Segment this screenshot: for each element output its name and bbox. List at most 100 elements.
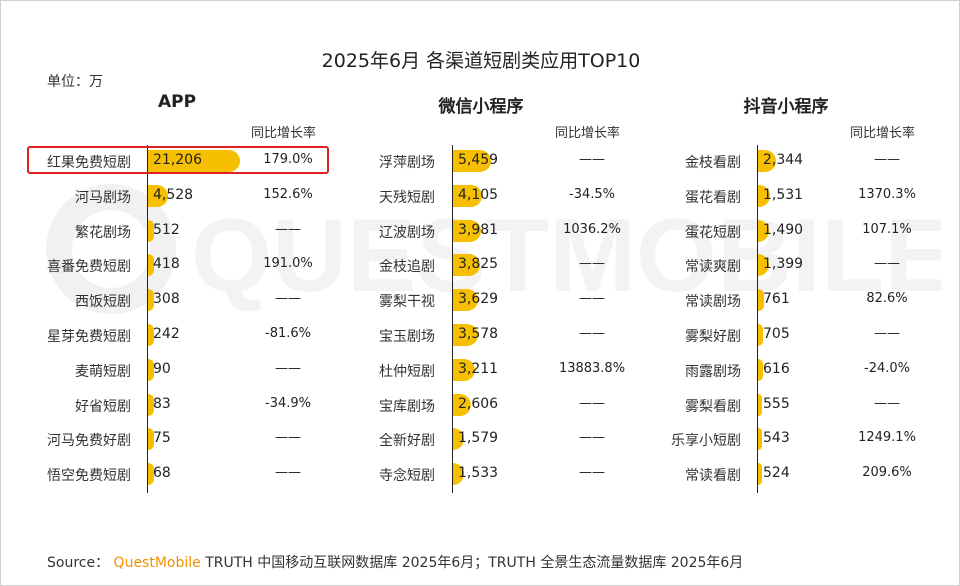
growth-rate: ——	[275, 430, 301, 446]
value-label: 90	[153, 360, 171, 377]
value-bar	[453, 150, 491, 172]
value-bar	[758, 393, 762, 416]
app-name: 悟空免费短剧	[47, 468, 131, 485]
app-name: 雾梨看剧	[685, 398, 741, 415]
app-name: 雾梨干视	[379, 294, 435, 311]
value-label: 2,606	[458, 395, 499, 412]
panel-title: 抖音小程序	[743, 97, 829, 117]
app-name: 麦萌短剧	[75, 363, 131, 380]
value-label: 418	[153, 256, 180, 273]
value-bar	[453, 463, 464, 486]
value-bar	[758, 289, 764, 312]
growth-rate: ——	[579, 326, 605, 341]
app-name: 繁花剧场	[75, 224, 131, 241]
panel-axis	[147, 145, 148, 493]
app-name: 红果免费短剧	[47, 155, 131, 171]
value-bar	[758, 324, 763, 346]
value-bar	[758, 219, 769, 242]
app-name: 西饭短剧	[75, 294, 131, 311]
value-label: 308	[153, 291, 180, 308]
unit-label: 单位：万	[47, 74, 103, 90]
value-bar	[148, 358, 154, 381]
value-bar	[453, 428, 464, 451]
value-label: 3,578	[458, 326, 499, 342]
growth-rate: ——	[275, 465, 301, 481]
app-name: 常读看剧	[685, 468, 741, 485]
growth-rate: -34.9%	[265, 395, 311, 411]
growth-rate: 191.0%	[263, 256, 313, 272]
source-rest: TRUTH 中国移动互联网数据库 2025年6月；TRUTH 全景生态流量数据库…	[205, 555, 744, 571]
source-note: Source： QuestMobile TRUTH 中国移动互联网数据库 202…	[47, 552, 743, 572]
growth-rate-header: 同比增长率	[850, 126, 916, 141]
highlight-box	[27, 146, 329, 174]
value-label: 3,981	[458, 221, 499, 238]
growth-rate: -24.0%	[864, 360, 910, 376]
growth-rate: 13883.8%	[558, 360, 626, 376]
growth-rate: ——	[874, 395, 900, 411]
value-label: 705	[763, 326, 790, 342]
app-name: 寺念短剧	[379, 468, 435, 485]
value-label: 75	[153, 430, 171, 447]
value-bar	[453, 324, 478, 346]
value-label: 4,528	[153, 186, 194, 203]
value-bar	[148, 463, 154, 486]
growth-rate: 152.6%	[263, 186, 313, 202]
app-name: 辽波剧场	[379, 224, 435, 241]
growth-rate: ——	[874, 256, 900, 272]
app-name: 宝玉剧场	[379, 329, 435, 345]
value-label: 3,629	[458, 291, 499, 308]
value-bar	[758, 428, 762, 451]
app-name: 蛋花短剧	[685, 224, 741, 241]
value-bar	[453, 219, 481, 242]
value-bar	[453, 184, 482, 207]
panel-axis	[757, 145, 758, 493]
growth-rate: ——	[579, 256, 605, 272]
value-bar	[758, 463, 762, 486]
value-label: 543	[763, 430, 790, 447]
value-label: 4,105	[458, 186, 499, 203]
value-bar	[453, 393, 471, 416]
value-bar	[148, 428, 154, 451]
value-bar	[453, 254, 480, 277]
growth-rate: ——	[579, 291, 605, 307]
growth-rate-header: 同比增长率	[555, 126, 621, 141]
growth-rate: ——	[579, 430, 605, 446]
panel-title: APP	[157, 92, 197, 112]
value-label: 1,533	[458, 465, 499, 482]
app-name: 河马免费好剧	[47, 433, 131, 450]
app-name: 喜番免费短剧	[47, 259, 131, 276]
app-name: 雨露剧场	[685, 363, 741, 380]
growth-rate: 82.6%	[866, 291, 908, 307]
value-label: 616	[763, 360, 790, 377]
growth-rate: 209.6%	[862, 465, 912, 481]
app-name: 常读爽剧	[685, 259, 741, 276]
app-name: 常读剧场	[685, 294, 741, 311]
growth-rate: ——	[579, 152, 605, 167]
value-bar	[148, 150, 240, 172]
growth-rate: -81.6%	[265, 326, 311, 341]
growth-rate: 1249.1%	[858, 430, 916, 446]
app-name: 金枝看剧	[685, 155, 741, 171]
growth-rate: -34.5%	[569, 186, 615, 202]
value-label: 1,490	[763, 221, 804, 238]
source-prefix: Source：	[47, 555, 110, 571]
app-name: 蛋花看剧	[685, 189, 741, 206]
value-label: 3,825	[458, 256, 499, 273]
value-bar	[758, 150, 776, 172]
app-name: 全新好剧	[379, 433, 435, 450]
value-bar	[453, 289, 478, 312]
app-name: 河马剧场	[75, 189, 131, 206]
app-name: 宝库剧场	[379, 398, 435, 415]
value-label: 3,211	[458, 360, 499, 377]
value-label: 512	[153, 221, 180, 238]
value-label: 5,459	[458, 152, 499, 168]
growth-rate: ——	[874, 152, 900, 167]
value-bar	[453, 358, 475, 381]
growth-rate: ——	[275, 291, 301, 307]
growth-rate-header: 同比增长率	[251, 126, 317, 141]
growth-rate: 1370.3%	[858, 186, 916, 202]
app-name: 金枝追剧	[379, 259, 435, 276]
growth-rate: 107.1%	[862, 221, 912, 237]
growth-rate: 179.0%	[263, 152, 313, 167]
value-bar	[148, 219, 154, 242]
